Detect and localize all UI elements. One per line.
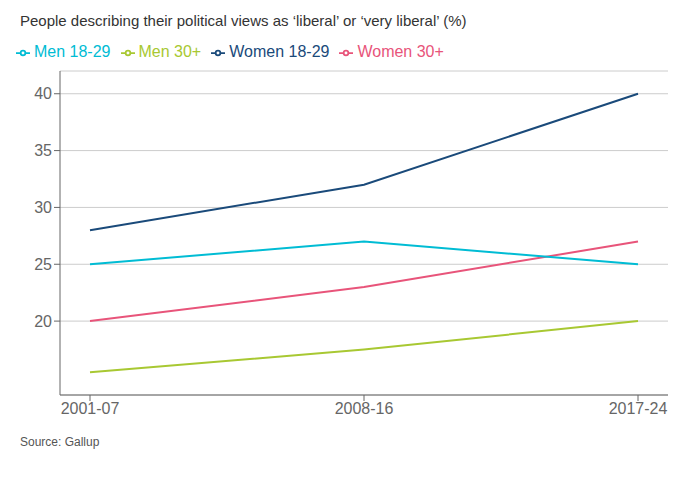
svg-text:30: 30 (34, 199, 52, 216)
svg-text:2008-16: 2008-16 (335, 400, 394, 417)
html-text:Men 18-29: Men 18-29 (34, 43, 111, 60)
html-text:People describing their politi: People describing their political views … (20, 12, 467, 29)
html-text:Women 18-29: Women 18-29 (229, 43, 330, 60)
svg-text:35: 35 (34, 142, 52, 159)
html-text:Women 30+: Women 30+ (357, 43, 444, 60)
html-text:Source: Gallup: Source: Gallup (20, 435, 100, 449)
svg-text:20: 20 (34, 313, 52, 330)
svg-text:40: 40 (34, 85, 52, 102)
svg-text:2017-24: 2017-24 (609, 400, 668, 417)
svg-text:2001-07: 2001-07 (61, 400, 120, 417)
html-text:Men 30+: Men 30+ (138, 43, 202, 60)
svg-text:25: 25 (34, 256, 52, 273)
